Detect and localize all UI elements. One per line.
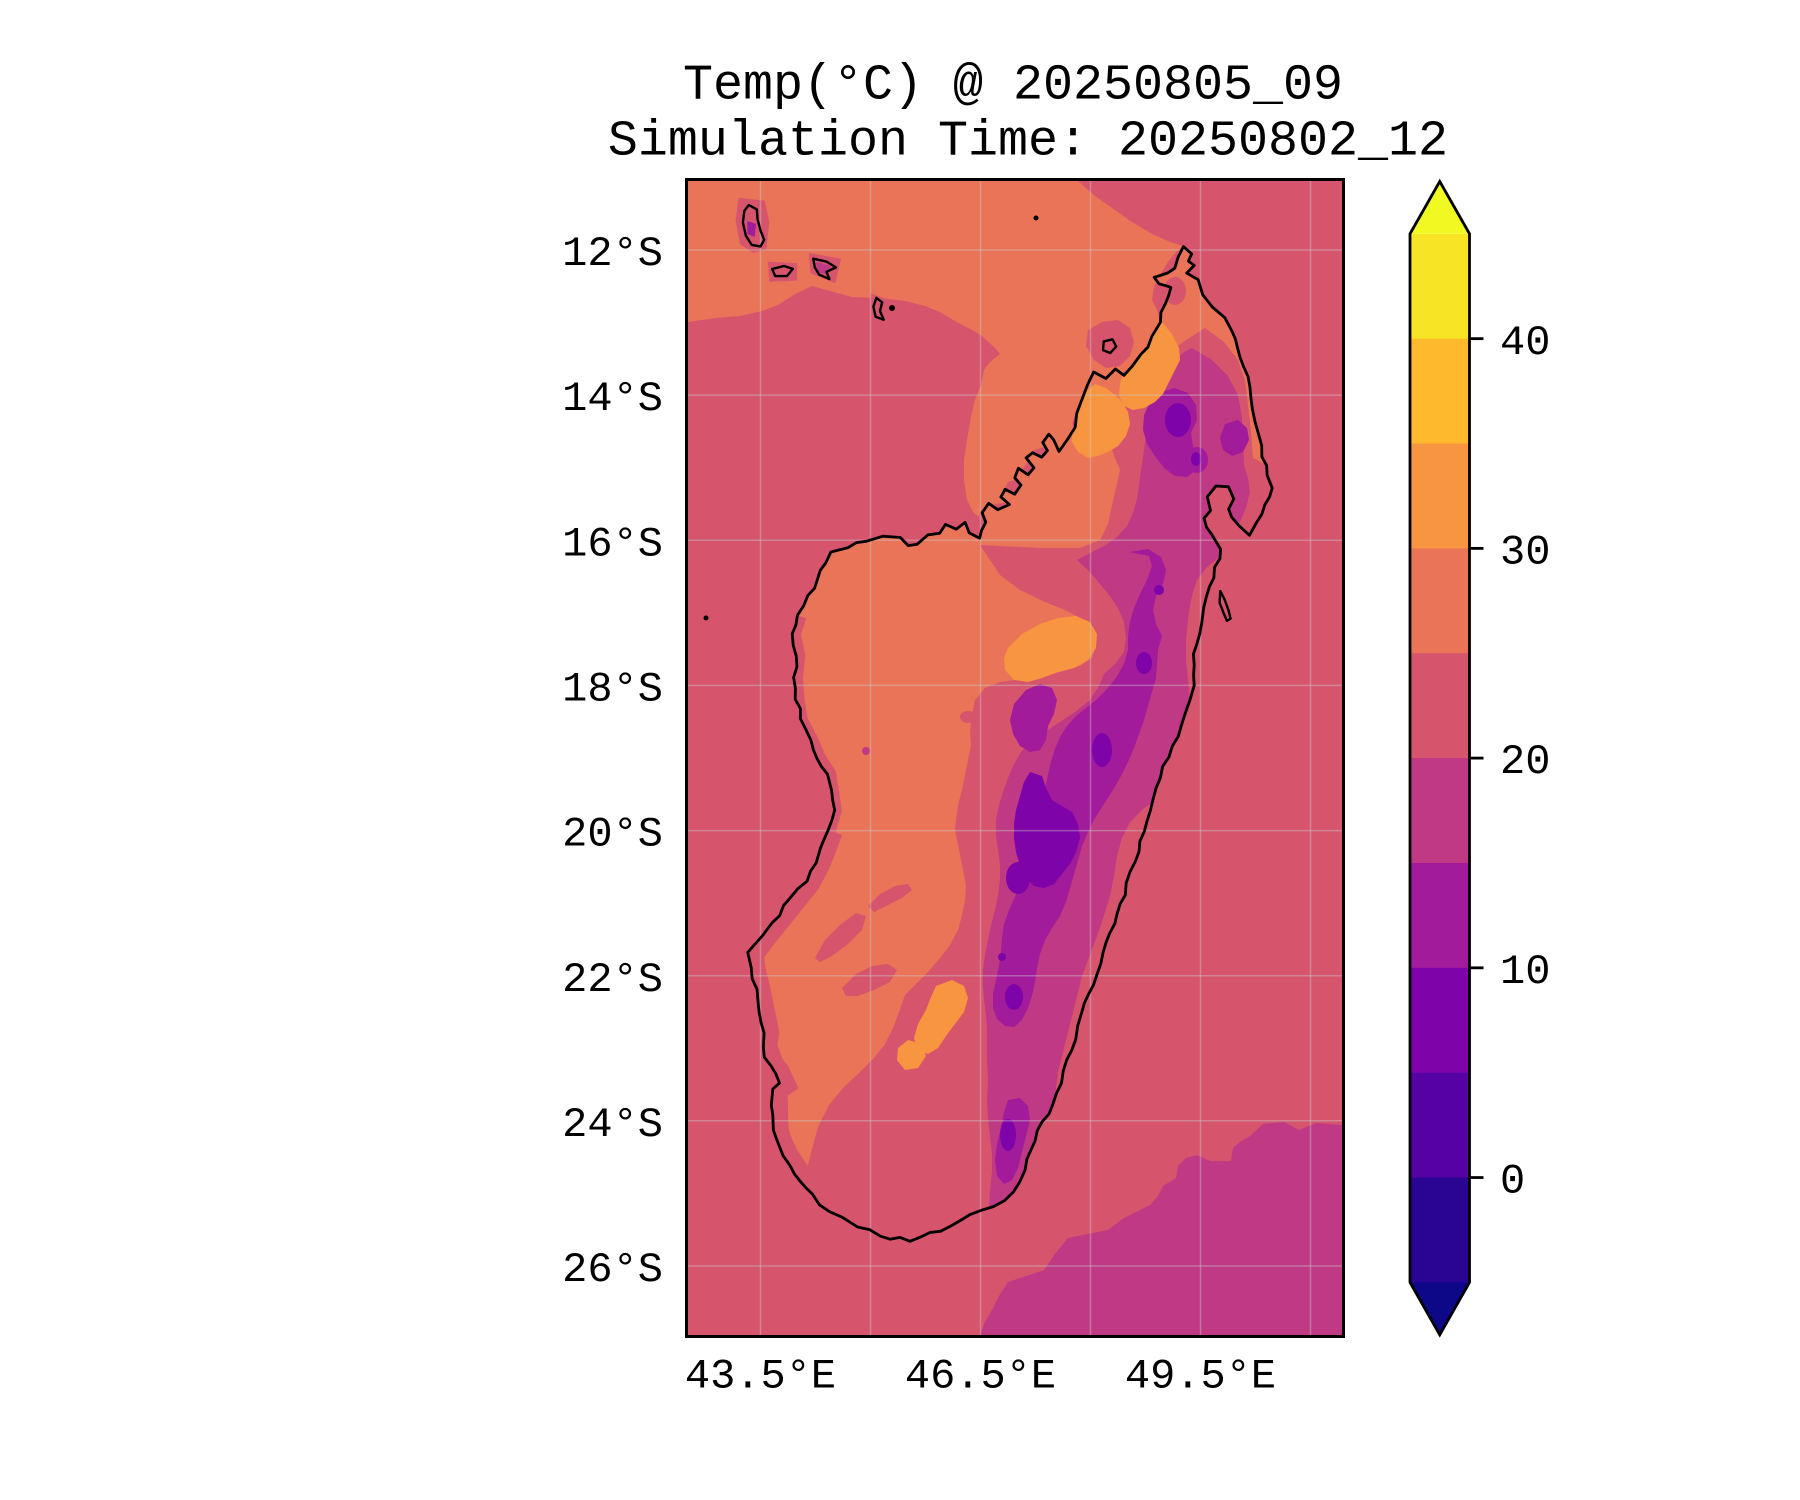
svg-text:20: 20 [1500, 738, 1550, 786]
svg-text:0: 0 [1500, 1158, 1525, 1206]
svg-text:40: 40 [1500, 319, 1550, 367]
svg-text:24°S: 24°S [562, 1101, 663, 1149]
svg-text:Temp(°C) @ 20250805_09: Temp(°C) @ 20250805_09 [683, 58, 1343, 115]
svg-text:14°S: 14°S [562, 375, 663, 423]
svg-text:Simulation Time: 20250802_12: Simulation Time: 20250802_12 [608, 114, 1448, 171]
svg-text:43.5°E: 43.5°E [685, 1353, 836, 1401]
svg-text:16°S: 16°S [562, 520, 663, 568]
svg-text:20°S: 20°S [562, 811, 663, 859]
svg-text:46.5°E: 46.5°E [905, 1353, 1056, 1401]
svg-text:12°S: 12°S [562, 230, 663, 278]
svg-text:22°S: 22°S [562, 956, 663, 1004]
svg-text:30: 30 [1500, 529, 1550, 577]
svg-text:18°S: 18°S [562, 666, 663, 714]
svg-text:26°S: 26°S [562, 1246, 663, 1294]
svg-text:49.5°E: 49.5°E [1125, 1353, 1276, 1401]
svg-text:10: 10 [1500, 948, 1550, 996]
